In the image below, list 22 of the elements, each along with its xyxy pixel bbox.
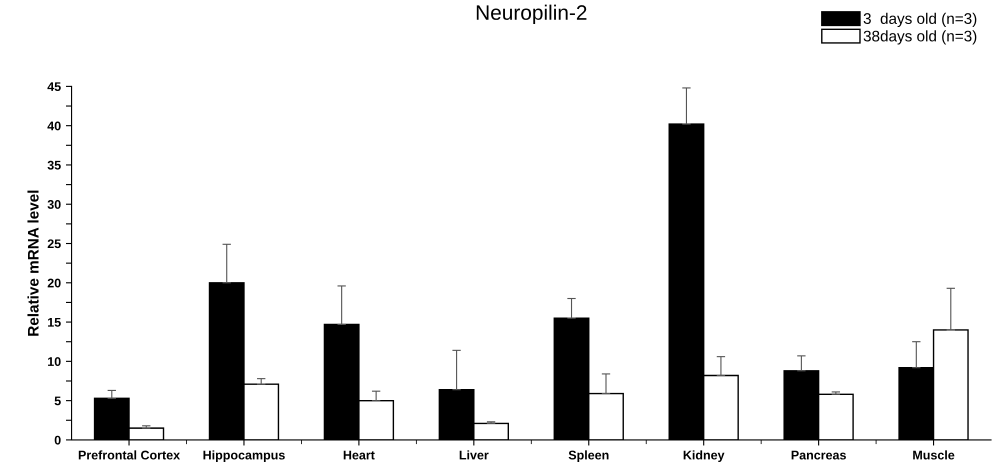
x-tick-label: Liver bbox=[460, 450, 489, 460]
x-tick-label: Prefrontal Cortex bbox=[78, 450, 180, 460]
x-tick-label: Pancreas bbox=[792, 450, 846, 460]
y-tick-label: 20 bbox=[48, 278, 61, 288]
y-tick-label: 25 bbox=[48, 239, 61, 248]
x-tick-label: Hippocampus bbox=[203, 450, 285, 462]
chart-title: Neuropilin-2 bbox=[476, 4, 586, 24]
legend-label: 38days old (n=3) bbox=[864, 30, 976, 45]
x-tick-label: Heart bbox=[344, 450, 375, 460]
y-axis-title: Relative mRNA level bbox=[27, 190, 39, 336]
x-tick-label: Muscle bbox=[913, 450, 954, 460]
y-tick-label: 45 bbox=[47, 82, 61, 92]
legend-label: 3 days old (n=3) bbox=[864, 12, 976, 28]
y-tick-label: 5 bbox=[54, 396, 61, 406]
y-tick-label: 0 bbox=[54, 436, 61, 445]
y-tick-label: 30 bbox=[48, 200, 61, 209]
y-tick-label: 35 bbox=[48, 160, 61, 170]
x-tick-label: Kidney bbox=[684, 450, 724, 462]
y-tick-label: 40 bbox=[47, 121, 61, 130]
x-tick-label: Spleen bbox=[568, 450, 608, 462]
y-tick-label: 10 bbox=[48, 357, 61, 366]
y-tick-label: 15 bbox=[48, 318, 61, 327]
